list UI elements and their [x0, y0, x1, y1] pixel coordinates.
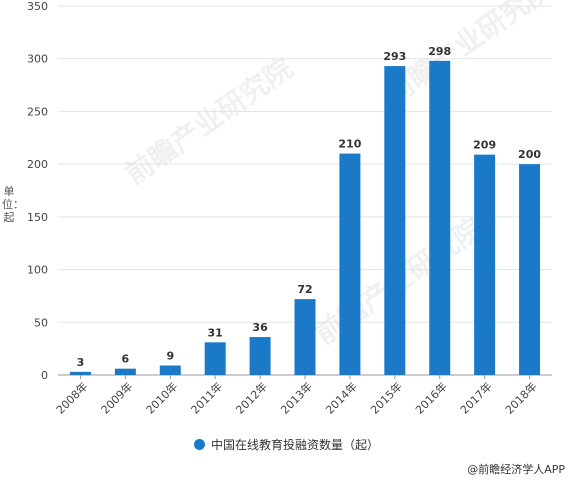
bar [114, 368, 136, 375]
bar [69, 371, 91, 375]
x-tick-label: 2018年 [502, 379, 539, 416]
y-tick-label: 50 [34, 316, 48, 329]
bar [339, 153, 361, 375]
data-label: 36 [252, 321, 268, 334]
data-label: 31 [208, 326, 223, 339]
data-label: 3 [77, 356, 85, 369]
data-label: 6 [122, 353, 130, 366]
x-tick-label: 2008年 [53, 379, 90, 416]
bar [159, 365, 181, 375]
x-tick-label: 2017年 [457, 379, 494, 416]
bar [519, 164, 541, 375]
bar-chart: 0 50 100 150 200 250 300 350 3 2008年 6 2009年 9 2010年 3… [27, 0, 552, 417]
data-label: 9 [166, 350, 174, 363]
data-label: 293 [383, 50, 406, 63]
y-tick-label: 300 [27, 53, 48, 66]
bar [249, 337, 271, 375]
legend: 中国在线教育投融资数量（起） [0, 436, 573, 453]
y-tick-label: 350 [27, 0, 48, 13]
x-tick-label: 2013年 [278, 379, 315, 416]
x-tick-label: 2015年 [367, 379, 404, 416]
data-label: 209 [473, 139, 496, 152]
y-tick-label: 0 [41, 369, 48, 382]
x-tick-label: 2012年 [233, 379, 270, 416]
x-tick-label: 2011年 [188, 379, 225, 416]
y-tick-label: 100 [27, 264, 48, 277]
y-tick-label: 150 [27, 211, 48, 224]
bar [429, 60, 451, 376]
data-label: 72 [297, 283, 312, 296]
y-axis-label: 单位：起 [2, 185, 24, 224]
data-label: 298 [428, 45, 451, 58]
bar [474, 154, 496, 375]
data-label: 210 [338, 138, 361, 151]
data-label: 200 [518, 148, 541, 161]
y-tick-label: 250 [27, 105, 48, 118]
bar [384, 66, 406, 375]
x-tick-label: 2016年 [412, 379, 449, 416]
x-tick-label: 2010年 [143, 379, 180, 416]
x-tick-label: 2009年 [98, 379, 135, 416]
source-credit: @前瞻经济学人APP [467, 463, 565, 476]
legend-label: 中国在线教育投融资数量（起） [210, 438, 379, 452]
x-tick-label: 2014年 [323, 379, 360, 416]
bar [204, 342, 226, 375]
legend-marker [193, 439, 205, 450]
bar [294, 299, 316, 375]
y-tick-label: 200 [27, 158, 48, 171]
